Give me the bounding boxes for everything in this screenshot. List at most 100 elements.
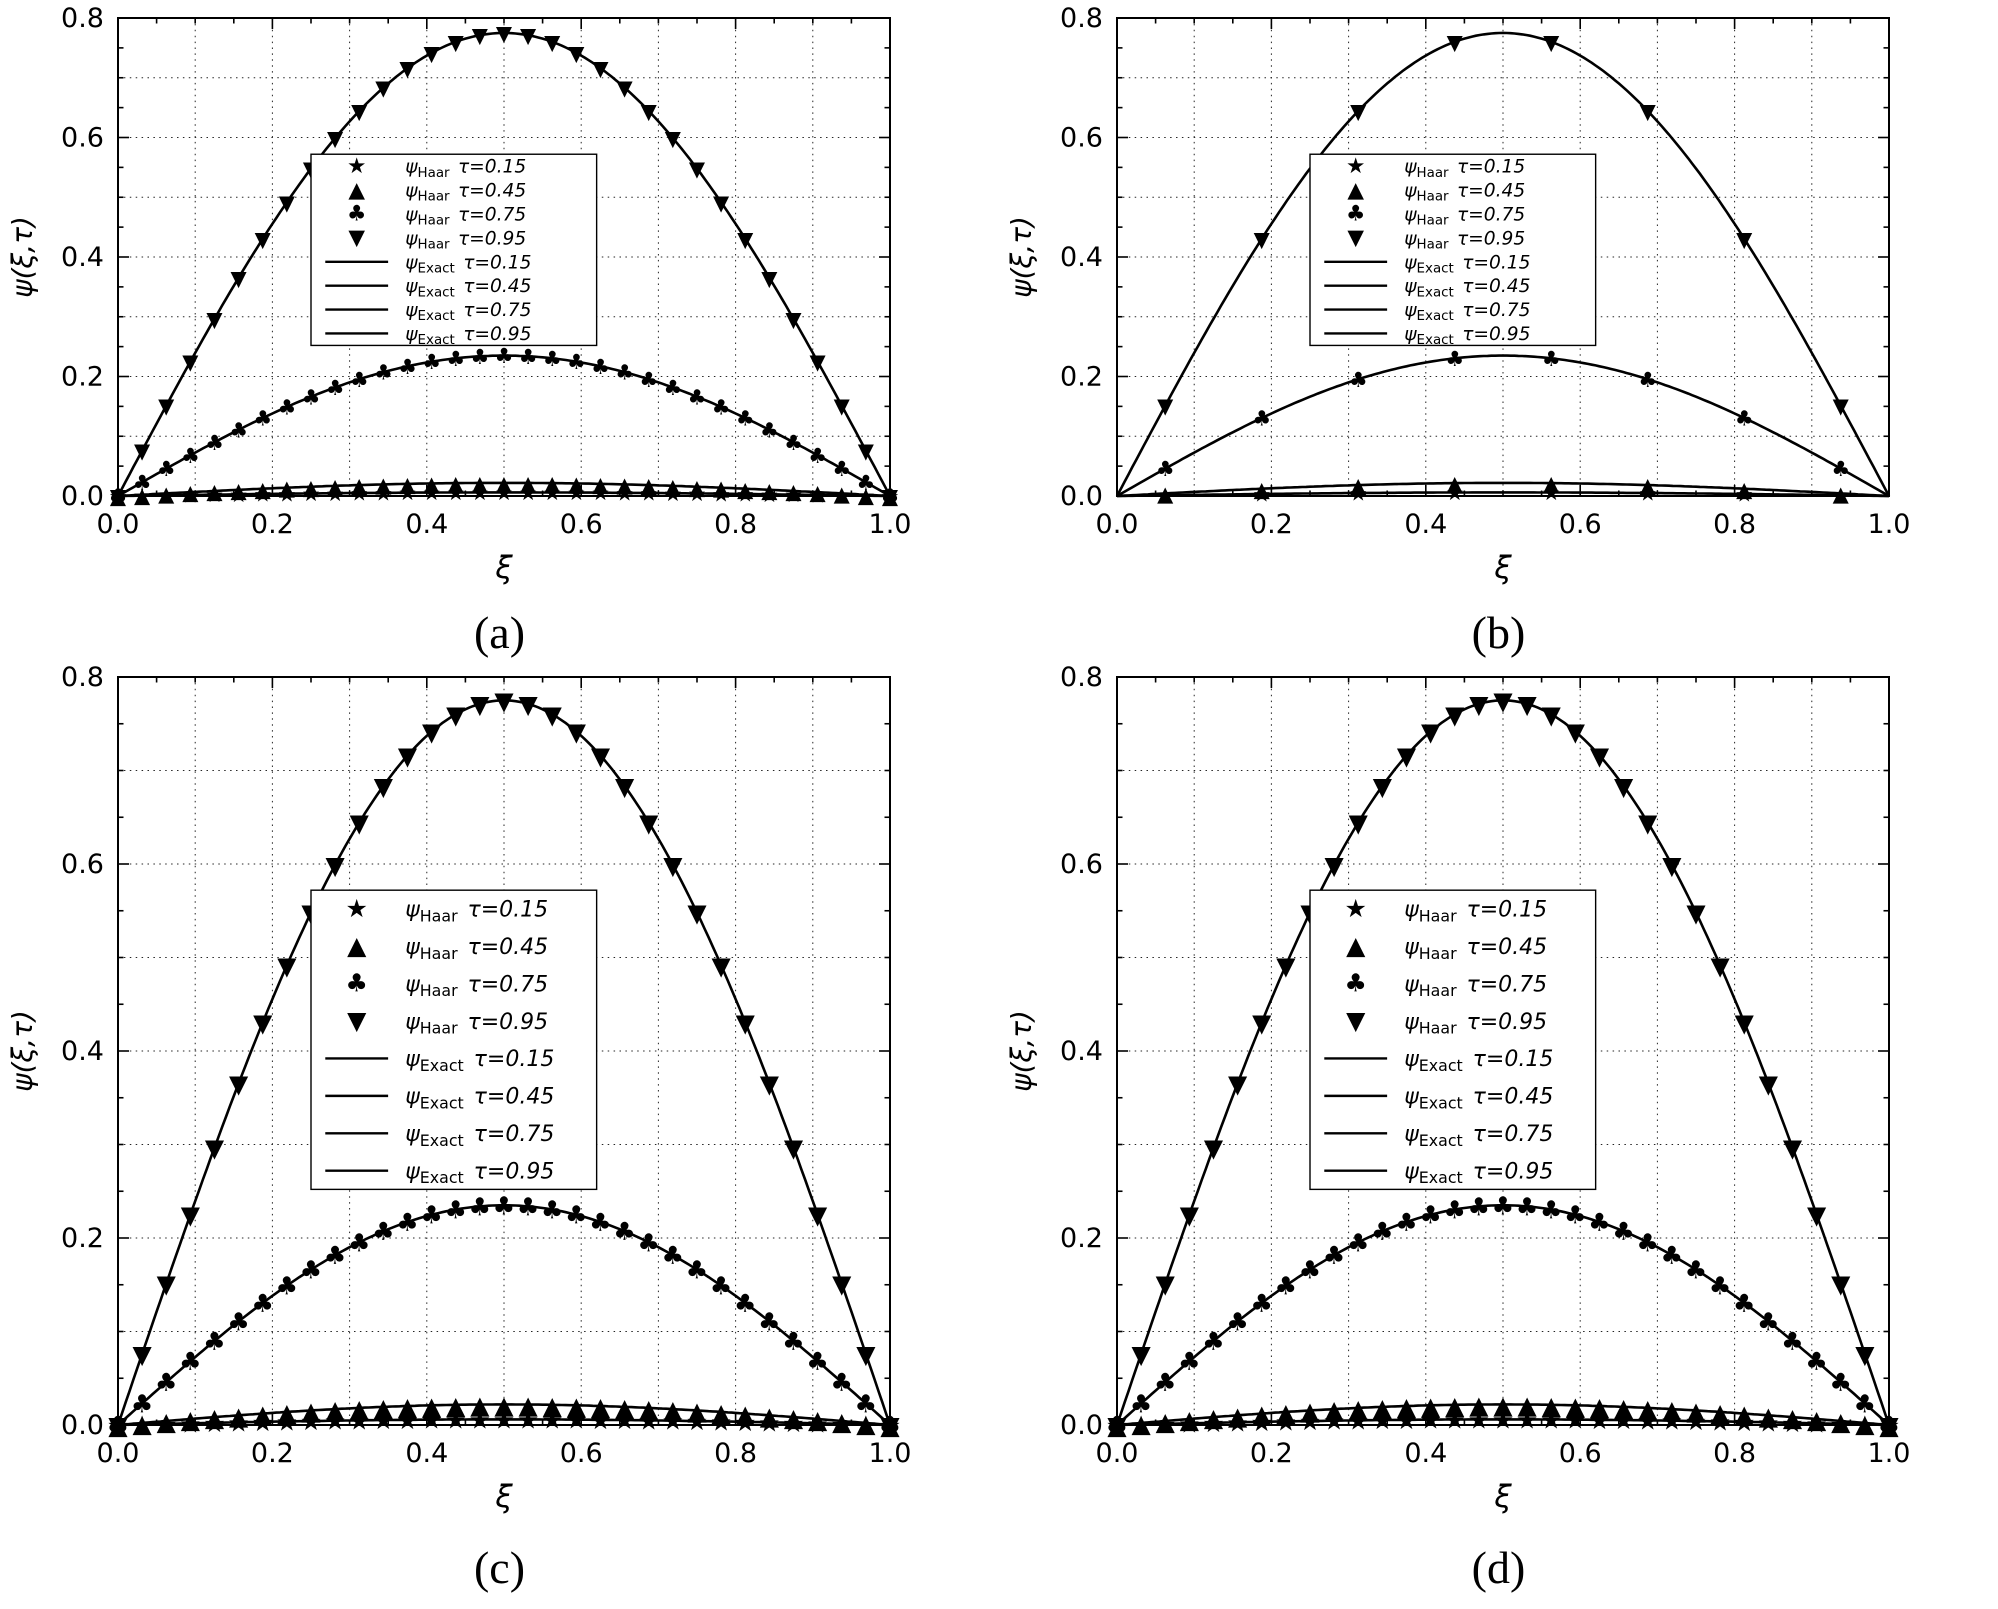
y-tick-label: 0.6 <box>61 849 104 880</box>
triangle-up-legend-icon: ▲ <box>1346 931 1366 960</box>
triangle-down-marker-icon: ▼ <box>880 1411 900 1440</box>
triangle-down-marker-icon: ▼ <box>374 772 394 801</box>
club-marker-icon: ♣ <box>181 444 200 468</box>
star-marker-icon: ★ <box>613 1406 635 1435</box>
triangle-up-marker-icon: ▲ <box>808 1405 828 1434</box>
triangle-up-marker-icon: ▲ <box>158 482 175 506</box>
triangle-up-marker-icon: ▲ <box>1711 1398 1731 1427</box>
club-marker-icon: ♣ <box>1516 1192 1538 1221</box>
star-marker-icon: ★ <box>760 483 779 507</box>
triangle-up-marker-icon: ▲ <box>785 480 802 504</box>
star-marker-icon: ★ <box>1154 1409 1176 1438</box>
series-line-tau-0.15 <box>117 491 891 498</box>
chart-canvas-c: 0.0 0.2 0.4 0.6 0.8 1.0 0.0 0.2 0.4 0.6 0.8 ξ ψ(ξ,τ)… <box>6 662 911 1515</box>
star-marker-icon: ★ <box>1106 1411 1128 1440</box>
triangle-up-marker-icon: ▲ <box>470 1390 490 1419</box>
series-markers-tau-0.15: ★ ★ ★ ★ ★ ★ ★ ★ ★ ★ ★ ★ ★ ★ ★ ★ ★ ★ ★ ★ ★ ★ ★ ★ ★ ★ ★ ★ ★ ★ ★ ★ ★ <box>1106 1405 1900 1440</box>
star-marker-icon: ★ <box>1492 1405 1514 1434</box>
triangle-down-marker-icon: ▼ <box>1325 850 1345 879</box>
triangle-down-marker-icon: ▼ <box>1566 717 1586 746</box>
star-marker-icon: ★ <box>348 1406 370 1435</box>
club-marker-icon: ♣ <box>856 471 875 495</box>
triangle-up-marker-icon: ▲ <box>592 472 609 496</box>
club-marker-icon: ♣ <box>1226 1307 1248 1336</box>
club-marker-icon: ♣ <box>615 361 634 385</box>
triangle-down-marker-icon: ▼ <box>639 808 659 837</box>
triangle-down-marker-icon: ▼ <box>1711 951 1731 980</box>
gridlines <box>118 676 890 1425</box>
star-marker-icon: ★ <box>253 483 272 507</box>
star-marker-icon: ★ <box>806 1409 828 1438</box>
triangle-up-marker-icon: ▲ <box>615 1392 635 1421</box>
star-marker-icon: ★ <box>1612 1406 1634 1435</box>
triangle-down-marker-icon: ▼ <box>1493 686 1513 715</box>
star-legend-icon: ★ <box>1344 893 1366 922</box>
tick-labels: 0.0 0.2 0.4 0.6 0.8 1.0 0.0 0.2 0.4 0.6 0.8 <box>1060 4 1910 540</box>
triangle-down-marker-icon: ▼ <box>591 741 611 770</box>
triangle-up-marker-icon: ▲ <box>1614 1392 1634 1421</box>
club-marker-icon: ♣ <box>567 350 586 374</box>
x-axis-label: ξ <box>1493 550 1512 586</box>
triangle-down-marker-icon: ▼ <box>1180 1200 1200 1229</box>
triangle-down-marker-icon: ▼ <box>1254 227 1271 251</box>
triangle-up-marker-icon: ▲ <box>1518 1390 1538 1419</box>
series-line-tau-0.95 <box>116 698 892 1426</box>
club-marker-icon: ♣ <box>639 368 658 392</box>
series-markers-tau-0.95: ▼ ▼ ▼ ▼ ▼ ▼ ▼ ▼ <box>1157 30 1850 418</box>
club-marker-icon: ♣ <box>1492 1191 1514 1220</box>
triangle-up-marker-icon: ▲ <box>279 476 296 500</box>
triangle-down-marker-icon: ▼ <box>567 717 587 746</box>
triangle-up-legend-icon: ▲ <box>347 931 367 960</box>
triangle-down-marker-icon: ▼ <box>1447 30 1464 54</box>
legend-entry-label: ψHaar τ=0.95 <box>405 228 526 252</box>
club-marker-icon: ♣ <box>229 418 248 442</box>
star-marker-icon: ★ <box>710 1407 732 1436</box>
club-marker-icon: ♣ <box>469 1192 491 1221</box>
triangle-up-marker-icon: ▲ <box>689 475 706 499</box>
club-marker-icon: ♣ <box>350 368 369 392</box>
triangle-up-marker-icon: ▲ <box>1469 1390 1489 1419</box>
club-marker-icon: ♣ <box>1542 347 1561 371</box>
triangle-down-marker-icon: ▼ <box>1638 808 1658 837</box>
star-marker-icon: ★ <box>179 1409 201 1438</box>
series-line-tau-0.45 <box>1116 1402 1890 1426</box>
tick-labels: 0.0 0.2 0.4 0.6 0.8 1.0 0.0 0.2 0.4 0.6 0.8 <box>1060 662 1910 1469</box>
chart-canvas-d: 0.0 0.2 0.4 0.6 0.8 1.0 0.0 0.2 0.4 0.6 0.8 ξ ψ(ξ,τ)… <box>1005 662 1910 1515</box>
legend-entry-label: ψExact τ=0.95 <box>405 324 531 348</box>
triangle-down-marker-icon: ▼ <box>134 439 151 463</box>
star-marker-icon: ★ <box>519 481 538 505</box>
triangle-up-marker-icon: ▲ <box>1686 1396 1706 1425</box>
x-tick-label: 0.4 <box>1404 1438 1447 1469</box>
triangle-up-marker-icon: ▲ <box>205 1403 225 1432</box>
star-marker-icon: ★ <box>205 483 224 507</box>
club-marker-icon: ♣ <box>300 1255 322 1284</box>
triangle-down-marker-icon: ▼ <box>1469 689 1489 718</box>
triangle-up-marker-icon: ▲ <box>1252 1399 1272 1428</box>
legend-entry-label: ψExact τ=0.75 <box>1404 300 1530 324</box>
triangle-up-marker-icon: ▲ <box>543 1390 563 1419</box>
triangle-up-marker-icon: ▲ <box>1447 472 1464 496</box>
series-line-tau-0.45 <box>117 1402 891 1426</box>
star-marker-icon: ★ <box>663 482 682 506</box>
club-marker-icon: ♣ <box>1323 1241 1345 1270</box>
star-marker-icon: ★ <box>832 484 851 508</box>
club-marker-icon: ♣ <box>806 1347 828 1376</box>
club-marker-icon: ♣ <box>663 376 682 400</box>
triangle-up-marker-icon: ▲ <box>544 472 561 496</box>
triangle-up-marker-icon: ▲ <box>832 1407 852 1436</box>
legend-box <box>310 889 598 1190</box>
star-marker-icon: ★ <box>591 481 610 505</box>
triangle-up-marker-icon: ▲ <box>858 483 875 507</box>
club-marker-icon: ♣ <box>1202 1327 1224 1356</box>
chart-c: 0.0 0.2 0.4 0.6 0.8 1.0 0.0 0.2 0.4 0.6 0.8 ξ ψ(ξ,τ)… <box>0 659 999 1539</box>
x-tick-label: 0.0 <box>97 1438 140 1469</box>
triangle-down-marker-icon: ▼ <box>422 717 442 746</box>
series-line-tau-0.45 <box>117 481 891 498</box>
triangle-up-marker-icon: ▲ <box>810 481 827 505</box>
triangle-up-marker-icon: ▲ <box>1493 1390 1513 1419</box>
triangle-down-marker-icon: ▼ <box>543 700 563 729</box>
triangle-down-marker-icon: ▼ <box>229 1069 249 1098</box>
triangle-down-legend-icon: ▼ <box>1347 226 1364 251</box>
series-line-tau-0.75 <box>1116 1203 1890 1426</box>
club-marker-icon: ♣ <box>1805 1347 1827 1376</box>
